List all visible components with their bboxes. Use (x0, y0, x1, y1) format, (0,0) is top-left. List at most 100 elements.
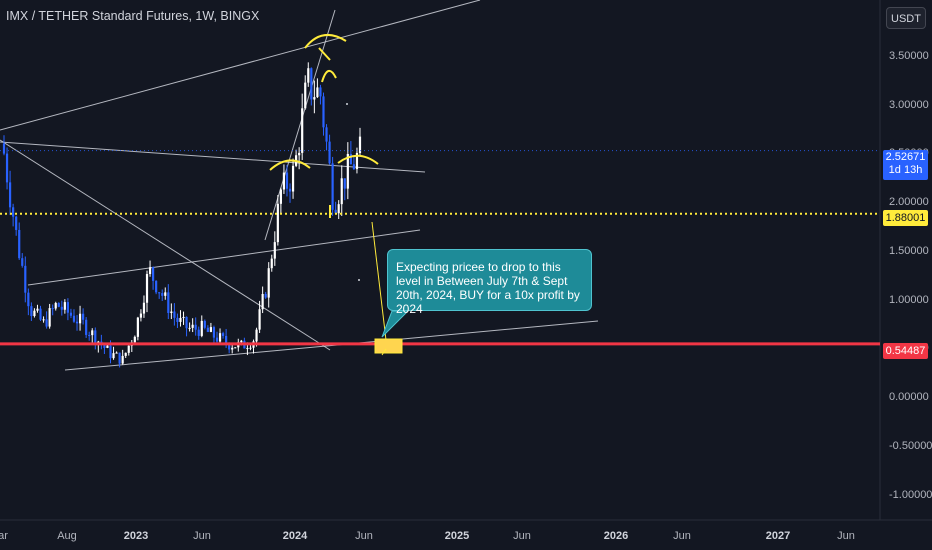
candle-body (194, 324, 197, 330)
trendlines (0, 0, 599, 371)
candle-body (57, 303, 60, 307)
candle-body (78, 313, 82, 324)
candle-body (75, 321, 79, 324)
time-tick-label: 2026 (603, 530, 629, 542)
annotation-callout[interactable]: Expecting pricee to drop to this level i… (387, 249, 592, 316)
callout-pointer (381, 310, 410, 338)
buy-zone-box (374, 338, 403, 354)
candle-body (109, 345, 112, 359)
price-tick-label: 0.00000 (889, 391, 929, 403)
dot-marker (346, 103, 348, 105)
candle-body (285, 172, 289, 189)
candle-body (12, 207, 15, 217)
top-arc-tick (318, 47, 331, 61)
candle-body (331, 163, 334, 210)
candle-body (176, 317, 179, 322)
bar-countdown: 1d 13h (888, 164, 923, 176)
time-tick-label: Aug (57, 530, 77, 542)
candle-body (167, 292, 170, 313)
candlestick-series (2, 62, 362, 368)
candle-body (173, 311, 176, 318)
candle-body (155, 280, 158, 293)
candle-body (30, 306, 33, 317)
candle-body (142, 302, 146, 314)
right-shoulder-marker (337, 154, 379, 165)
time-tick-label: 2023 (123, 530, 149, 542)
candle-body (209, 327, 213, 332)
current-price-value: 2.52671 (885, 151, 926, 163)
candle-body (358, 136, 362, 153)
candle-body (124, 352, 127, 356)
candle-body (273, 242, 276, 259)
candle-body (148, 267, 152, 275)
candle-body (246, 348, 249, 350)
symbol-title: IMX / TETHER Standard Futures, 1W, BINGX (6, 9, 260, 23)
current-price-tag: 2.52671 1d 13h (883, 150, 928, 180)
trendline (27, 229, 421, 286)
time-tick-label: ar (0, 530, 8, 542)
candle-body (139, 313, 143, 318)
candle-body (103, 344, 106, 348)
candle-body (170, 311, 173, 313)
candle-body (82, 313, 85, 320)
candle-body (279, 189, 282, 204)
trendline (0, 0, 481, 131)
time-tick-label: Jun (355, 530, 373, 542)
candle-body (39, 308, 42, 320)
candle-body (188, 327, 191, 329)
price-tick-label: -1.00000 (889, 488, 932, 501)
candle-body (151, 267, 155, 281)
trendline (264, 9, 336, 241)
candle-body (203, 320, 206, 328)
candle-body (352, 164, 356, 170)
candle-body (36, 308, 39, 311)
candle-body (221, 333, 225, 336)
candle-body (298, 152, 301, 156)
price-tick-label: -0.50000 (889, 439, 932, 452)
candle-body (255, 329, 258, 342)
candle-body (225, 335, 228, 344)
candle-body (282, 172, 286, 190)
candle-body (27, 292, 30, 307)
candle-body (33, 310, 36, 317)
candle-body (264, 293, 267, 298)
candle-body (301, 108, 304, 153)
candle-body (72, 315, 76, 322)
candle-body (215, 337, 219, 342)
candle-body (313, 97, 316, 100)
yellow-level-tag: 1.88001 (883, 210, 928, 226)
candle-body (158, 292, 161, 294)
candle-body (231, 347, 234, 350)
candle-body (54, 303, 57, 309)
candle-body (91, 330, 94, 336)
candle-body (316, 87, 319, 98)
candle-body (45, 319, 48, 327)
candle-body (334, 209, 337, 214)
top-arc-marker (304, 33, 347, 49)
candle-body (249, 347, 252, 349)
candle-body (337, 204, 340, 214)
price-tick-label: 2.00000 (889, 196, 929, 208)
candle-body (240, 340, 243, 343)
candle-body (346, 153, 349, 189)
candle-body (15, 216, 18, 230)
candle-body (267, 268, 270, 298)
candle-body (161, 293, 164, 296)
candle-body (261, 293, 264, 310)
candle-body (310, 68, 313, 100)
currency-button[interactable]: USDT (886, 7, 926, 29)
time-tick-label: 2027 (765, 530, 791, 542)
time-tick-label: Jun (673, 530, 691, 542)
price-tick-label: 1.50000 (889, 244, 929, 257)
candle-body (5, 153, 9, 183)
candle-body (212, 327, 216, 338)
candle-body (88, 334, 91, 336)
candle-body (94, 330, 97, 345)
candle-body (164, 292, 167, 296)
candle-body (258, 309, 261, 330)
candle-body (340, 178, 343, 205)
price-tick-label: 3.00000 (889, 98, 929, 111)
candle-body (307, 68, 310, 83)
candle-body (185, 316, 188, 329)
